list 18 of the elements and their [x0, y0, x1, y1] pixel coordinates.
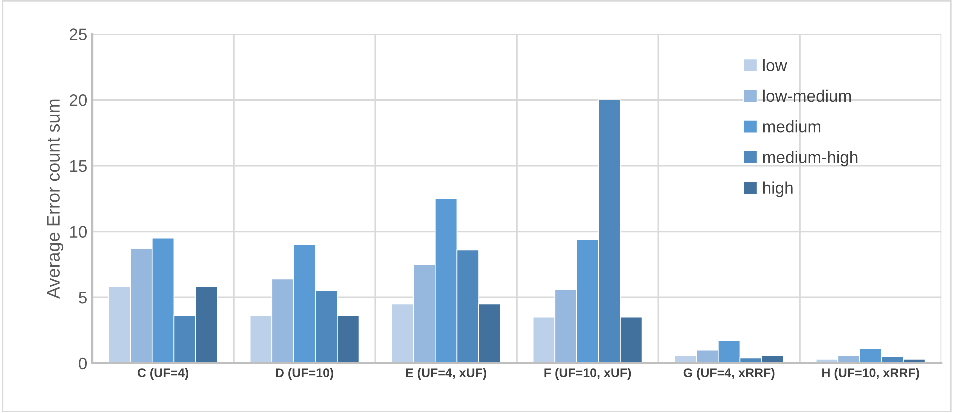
- x-tick-label: D (UF=10): [276, 368, 334, 380]
- x-tick-label: F (UF=10, xUF): [544, 368, 632, 380]
- legend-label: high: [764, 182, 793, 198]
- x-tick-label: C (UF=4): [138, 368, 189, 380]
- y-axis-title: Average Error count sum: [47, 100, 64, 300]
- x-tick-label: H (UF=10, xRRF): [822, 368, 920, 380]
- y-tick-label: 10: [70, 226, 88, 238]
- y-tick-label: 0: [79, 358, 88, 370]
- legend-label: medium-high: [763, 151, 858, 167]
- legend-label: low: [763, 59, 788, 72]
- x-tick-label: G (UF=4, xRRF): [684, 368, 775, 380]
- y-tick-label: 20: [70, 94, 88, 106]
- x-tick-label: E (UF=4, xUF): [406, 368, 486, 380]
- legend-label: low-medium: [763, 90, 852, 102]
- y-tick-label: 5: [79, 292, 87, 304]
- y-tick-label: 15: [70, 160, 87, 172]
- legend-label: medium: [763, 120, 821, 133]
- y-tick-label: 25: [70, 28, 87, 40]
